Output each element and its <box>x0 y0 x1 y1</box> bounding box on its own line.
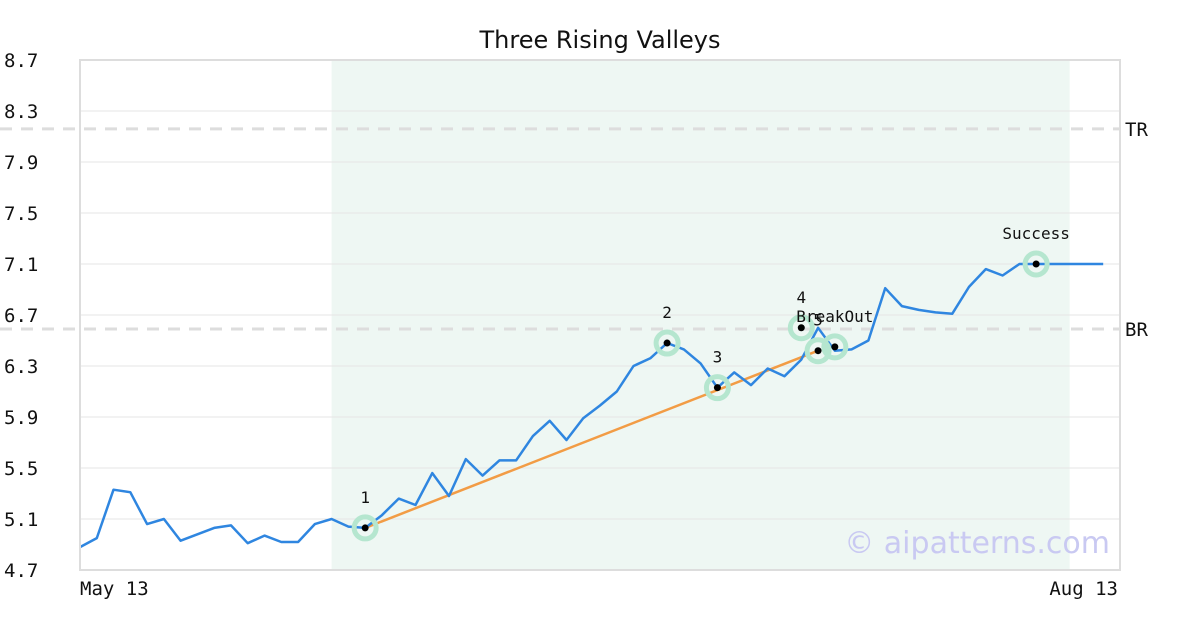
marker-halo <box>703 374 731 402</box>
marker-label: 2 <box>662 303 672 322</box>
marker-label: 1 <box>360 488 370 507</box>
y-tick-label: 5.5 <box>4 458 38 480</box>
marker-halo <box>351 514 379 542</box>
level-label: BR <box>1125 319 1148 341</box>
marker-point <box>814 347 822 355</box>
marker-label: Success <box>1002 224 1069 243</box>
marker-point <box>1032 260 1040 268</box>
y-tick-label: 4.7 <box>4 560 38 582</box>
marker-label: 3 <box>713 348 723 367</box>
y-tick-label: 5.1 <box>4 509 38 531</box>
marker-point <box>663 339 671 347</box>
marker-point <box>361 524 369 532</box>
y-tick-label: 6.7 <box>4 305 38 327</box>
marker-label: 4 <box>796 288 806 307</box>
series-line <box>79 262 1104 549</box>
y-tick-label: 7.9 <box>4 152 38 174</box>
marker-point <box>713 384 721 392</box>
watermark: © aipatterns.com <box>844 526 1110 561</box>
y-tick-label: 8.3 <box>4 101 38 123</box>
marker-label: BreakOut <box>796 307 873 326</box>
chart-title: Three Rising Valleys <box>478 26 720 54</box>
y-tick-label: 7.5 <box>4 203 38 225</box>
marker-halo <box>804 337 832 365</box>
plot-frame <box>79 59 1121 571</box>
y-tick-label: 6.3 <box>4 356 38 378</box>
marker-label: 5 <box>813 311 823 330</box>
x-tick-label: Aug 13 <box>1049 578 1118 600</box>
marker-point <box>831 343 839 351</box>
marker-point <box>797 324 805 332</box>
y-tick-label: 7.1 <box>4 254 38 276</box>
y-tick-label: 8.7 <box>4 50 38 72</box>
marker-halo <box>821 333 849 361</box>
y-tick-label: 5.9 <box>4 407 38 429</box>
x-tick-label: May 13 <box>80 578 149 600</box>
marker-halo <box>653 329 681 357</box>
level-label: TR <box>1125 119 1148 141</box>
marker-halo <box>787 314 815 342</box>
marker-halo <box>1022 250 1050 278</box>
